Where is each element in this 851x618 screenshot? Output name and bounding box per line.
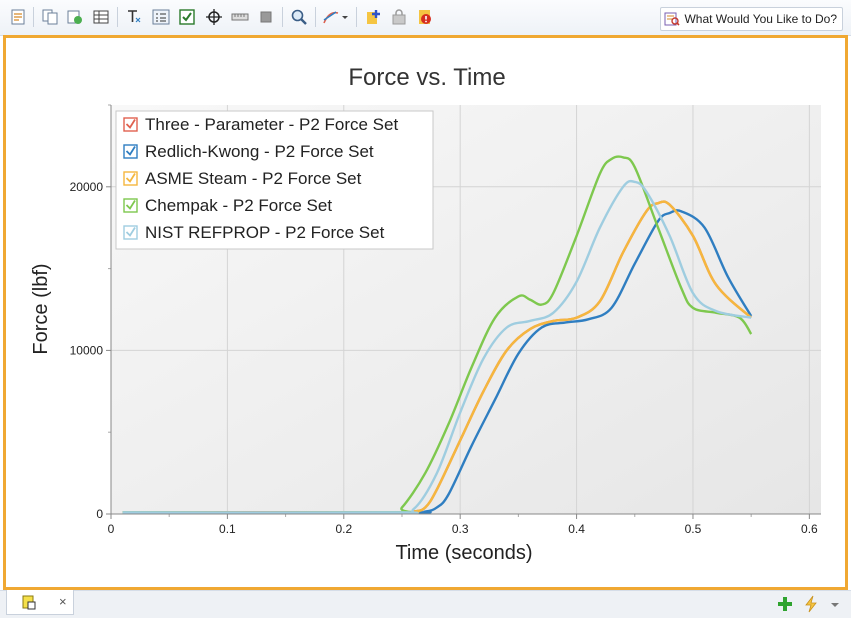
legend-item[interactable]: Chempak - P2 Force Set xyxy=(123,196,332,215)
warning-icon[interactable] xyxy=(416,8,434,26)
x-tick-label: 0.5 xyxy=(685,522,702,536)
table-icon[interactable] xyxy=(92,8,110,26)
series-line xyxy=(122,209,753,514)
x-tick-label: 0.6 xyxy=(801,522,818,536)
zoom-icon[interactable] xyxy=(290,8,308,26)
axis-text-icon[interactable] xyxy=(125,8,143,26)
crosshair-icon[interactable] xyxy=(205,8,223,26)
graph-window: Force vs. Time 0 0.1 0.2 0.3 0.4 0.5 0.6 0 10000… xyxy=(3,35,848,590)
y-axis-label: Force (lbf) xyxy=(30,263,52,354)
copy-to-icon[interactable] xyxy=(66,8,84,26)
toolbar-separator xyxy=(33,7,34,27)
legend-label: Redlich-Kwong - P2 Force Set xyxy=(145,142,374,161)
curve-style-icon[interactable] xyxy=(322,8,348,26)
x-tick-label: 0.4 xyxy=(568,522,585,536)
tab-document-icon xyxy=(22,595,36,610)
lock-icon[interactable] xyxy=(390,8,408,26)
legend-item[interactable]: Three - Parameter - P2 Force Set xyxy=(123,115,398,134)
checkbox-icon[interactable] xyxy=(178,8,196,26)
legend-icon[interactable] xyxy=(152,8,170,26)
toolbar-separator xyxy=(356,7,357,27)
lightning-icon[interactable] xyxy=(802,595,820,613)
legend-label: Three - Parameter - P2 Force Set xyxy=(145,115,398,134)
series-line xyxy=(122,155,753,514)
legend-label: ASME Steam - P2 Force Set xyxy=(145,169,362,188)
toolbar-separator xyxy=(117,7,118,27)
copy-icon[interactable] xyxy=(41,8,59,26)
legend-item[interactable]: ASME Steam - P2 Force Set xyxy=(123,169,362,188)
toolbar-separator xyxy=(282,7,283,27)
graph-tab[interactable]: × xyxy=(6,590,74,615)
x-tick-label: 0 xyxy=(108,522,115,536)
legend-check-icon xyxy=(125,200,136,210)
x-tick-label: 0.1 xyxy=(219,522,236,536)
tab-close-icon[interactable]: × xyxy=(59,594,67,609)
y-tick-label: 20000 xyxy=(70,180,104,194)
add-icon[interactable] xyxy=(776,595,794,613)
chart-title: Force vs. Time xyxy=(348,64,505,91)
x-axis-label: Time (seconds) xyxy=(395,542,532,564)
legend-item[interactable]: Redlich-Kwong - P2 Force Set xyxy=(123,142,374,161)
legend-label: NIST REFPROP - P2 Force Set xyxy=(145,223,385,242)
x-tick-label: 0.2 xyxy=(335,522,352,536)
help-lookup-icon xyxy=(664,12,681,26)
series-lines xyxy=(122,155,753,515)
what-would-you-like-to-do-label: What Would You Like to Do? xyxy=(684,12,837,26)
ruler-icon[interactable] xyxy=(231,8,249,26)
what-would-you-like-to-do-button[interactable]: What Would You Like to Do? xyxy=(660,7,843,31)
legend-check-icon xyxy=(125,146,136,156)
toolbar-separator xyxy=(315,7,316,27)
legend-check-icon xyxy=(125,173,136,183)
x-tick-label: 0.3 xyxy=(452,522,469,536)
add-pin-icon[interactable] xyxy=(364,8,382,26)
legend-item[interactable]: NIST REFPROP - P2 Force Set xyxy=(123,223,385,242)
report-icon[interactable] xyxy=(9,8,27,26)
axis-ticks: 0 0.1 0.2 0.3 0.4 0.5 0.6 0 10000 20000 xyxy=(70,104,818,536)
force-vs-time-chart[interactable]: Force vs. Time 0 0.1 0.2 0.3 0.4 0.5 0.6 0 10000… xyxy=(6,38,845,587)
y-tick-label: 10000 xyxy=(70,343,104,357)
legend-check-icon xyxy=(125,227,136,237)
toolbar: What Would You Like to Do? xyxy=(0,0,851,36)
legend-label: Chempak - P2 Force Set xyxy=(145,196,332,215)
dropdown-arrow-icon[interactable] xyxy=(826,595,844,613)
legend-check-icon xyxy=(125,119,136,129)
bottom-bar: × xyxy=(0,590,851,618)
legend: Three - Parameter - P2 Force Set Redlich-… xyxy=(115,110,434,250)
series-line xyxy=(122,179,752,515)
stop-icon[interactable] xyxy=(257,8,275,26)
y-tick-label: 0 xyxy=(96,507,103,521)
